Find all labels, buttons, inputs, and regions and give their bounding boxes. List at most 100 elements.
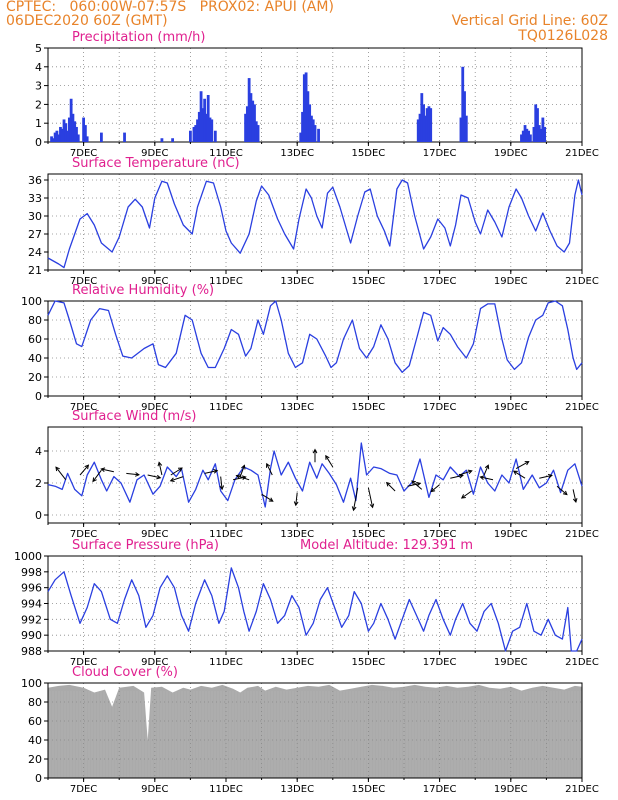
y-tick-label: 5 [35,42,42,55]
y-tick-label: 30 [28,210,42,223]
wind-arrow-head [241,475,247,480]
x-tick-label: 17DEC [423,148,457,159]
precip-bar [461,66,465,142]
wind-arrow-head [512,470,518,475]
wind-arrow-shaft [295,492,298,506]
precip-bar [532,126,536,142]
precip-bar [205,113,208,142]
y-tick-label: 100 [21,295,42,308]
y-tick-label: 4 [35,61,42,74]
temp-line [47,179,583,269]
x-tick-label: 11DEC [209,148,243,159]
wind-arrow-head [157,461,163,467]
precip-bar [313,125,317,142]
precip-bar [422,104,425,142]
wind-arrow-shaft [261,493,274,502]
panel-precip: 0 1 2 3 4 5 7DEC 9DEC 11DEC 13DEC 15DEC 17DEC 19DEC 2… [35,30,599,159]
precip-bar [83,125,87,142]
x-tick-label: 7DEC [70,148,97,159]
precip-bar [425,108,429,142]
precip-bar [194,125,198,142]
precip-bar [427,106,431,142]
y-tick-label: 994 [21,598,42,611]
panel-wind: 0 2 4 7DEC 9DEC 11DEC 13DEC 15DEC 17DEC 19DEC 21DE… [35,409,599,540]
x-tick-label: 19DEC [494,657,528,668]
x-tick-label: 13DEC [280,529,314,540]
precip-bar [82,117,85,142]
wind-arrow-head [92,477,97,483]
wind-arrow-head [411,480,417,485]
wind-arrow-shaft [459,470,472,476]
wind-arrow-shaft [220,476,223,490]
wind-arrow-head [467,469,473,475]
y-tick-label: 0 [35,509,42,522]
y-tick-label: 998 [21,566,42,579]
precip-bar [299,132,303,142]
x-tick-label: 15DEC [352,402,386,413]
x-tick-label: 11DEC [209,276,243,287]
precip-bar [539,128,543,142]
wind-line [47,442,583,508]
wind-arrow-head [460,494,466,499]
precip-bar [62,119,66,142]
precip-bar [301,111,304,142]
panel-frame [47,300,583,397]
panel-title: Surface Temperature (nC) [72,156,240,171]
precip-bar [85,136,89,142]
y-tick-label: 0 [35,136,42,149]
x-tick-label: 21DEC [565,657,599,668]
x-tick-label: 21DEC [565,402,599,413]
x-tick-label: 11DEC [209,402,243,413]
x-tick-label: 7DEC [70,402,97,413]
precip-bar [463,91,466,142]
wind-arrow-shaft [515,461,529,470]
y-tick-label: 3 [35,80,42,93]
precip-bar [543,126,547,142]
wind-arrow-head [484,464,490,470]
precip-bar [64,123,68,142]
panel-title: Relative Humidity (%) [72,283,214,298]
wind-arrow-shaft [79,464,89,476]
y-tick-label: 1 [35,117,42,130]
y-tick-label: 0 [35,772,42,785]
panel-cloud: 0 20 40 60 80 100 7DEC 9DEC 11DEC 13DEC 15DEC 17DEC… [21,665,599,795]
wind-arrow-head [100,467,106,472]
precip-bar [208,117,212,142]
precip-bar [306,91,310,142]
precip-bar [201,108,205,142]
wind-arrow-shaft [92,469,102,482]
panel-title: Surface Wind (m/s) [72,409,196,424]
panel-subtitle: Model Altitude: 129.391 m [300,538,473,553]
y-tick-label: 990 [21,629,42,642]
precip-bar [76,134,80,142]
x-tick-label: 13DEC [280,784,314,795]
precip-bar [520,134,523,142]
y-tick-label: 100 [21,677,42,690]
x-tick-label: 9DEC [141,402,168,413]
header-line2-right: Vertical Grid Line: 60Z [451,13,608,29]
x-tick-label: 19DEC [494,784,528,795]
precip-bar [71,113,75,142]
precip-bar [100,132,103,142]
precip-bar [245,106,249,142]
precip-bar [521,130,525,142]
y-tick-label: 0 [35,390,42,403]
x-tick-label: 11DEC [209,657,243,668]
x-tick-label: 15DEC [352,784,386,795]
wind-arrow-shaft [147,474,161,479]
wind-arrow-shaft [407,482,421,487]
precip-bar [50,136,53,142]
wind-arrow-head [325,454,330,460]
y-tick-label: 33 [28,192,42,205]
precip-bar [459,117,463,142]
x-tick-label: 7DEC [70,276,97,287]
precip-bar [51,138,55,142]
wind-arrow-shaft [239,465,245,477]
wind-arrow-head [266,462,271,468]
wind-arrow-shaft [411,480,423,490]
precip-bar [189,130,192,142]
precip-bar [256,125,260,142]
y-tick-label: 40 [28,352,42,365]
precip-bar [429,108,433,142]
